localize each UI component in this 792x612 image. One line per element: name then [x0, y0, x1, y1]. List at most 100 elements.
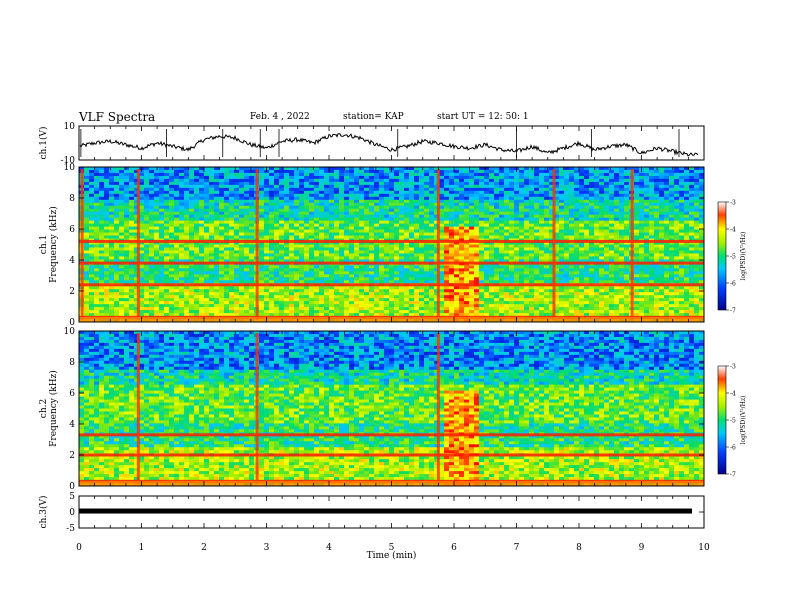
spectrogram-cell	[279, 184, 285, 189]
spectrogram-cell	[674, 190, 680, 195]
spectrogram-cell	[664, 190, 670, 195]
spectrogram-cell	[304, 199, 310, 204]
spectrogram-cell	[554, 169, 560, 174]
spectrogram-cell	[404, 235, 410, 239]
spectrogram-cell	[119, 202, 125, 207]
spectrogram-cell	[99, 178, 105, 183]
spectrogram-cell	[609, 214, 615, 219]
spectrogram-cell	[509, 250, 515, 254]
spectrogram-cell	[529, 190, 535, 195]
spectrogram-cell	[229, 256, 235, 260]
spectrogram-cell	[509, 217, 515, 222]
spectrogram-cell	[284, 190, 290, 195]
spectrogram-cell	[189, 202, 195, 207]
spectrogram-cell	[554, 241, 560, 245]
spectrogram-cell	[674, 175, 680, 180]
spectrogram-cell	[294, 280, 300, 284]
spectrogram-cell	[614, 271, 620, 275]
spectrogram-cell	[544, 184, 550, 189]
spectrogram-cell	[109, 205, 115, 210]
spectrogram-cell	[459, 172, 465, 177]
spectrogram-cell	[519, 196, 525, 201]
spectrogram-cell	[664, 235, 670, 239]
spectrogram-cell	[184, 190, 190, 195]
spectrogram-cell	[474, 280, 480, 284]
spectrogram-cell	[369, 220, 375, 225]
spectrogram-cell	[684, 253, 690, 257]
spectrogram-cell	[594, 226, 600, 230]
spectrogram-cell	[119, 181, 125, 186]
spectrogram-cell	[689, 274, 695, 278]
spectrogram-cell	[304, 178, 310, 183]
spectrogram-cell	[434, 253, 440, 257]
spectrogram-cell	[679, 235, 685, 239]
spectrogram-cell	[459, 175, 465, 180]
spectrogram-cell	[434, 256, 440, 260]
spectrogram-cell	[139, 241, 145, 245]
spectrogram-cell	[184, 259, 190, 263]
spectrogram-cell	[564, 196, 570, 201]
spectrogram-cell	[304, 253, 310, 257]
spectrogram-cell	[229, 244, 235, 248]
spectrogram-cell	[464, 190, 470, 195]
spectrogram-cell	[189, 265, 195, 269]
spectrogram-cell	[449, 172, 455, 177]
spectrogram-cell	[454, 244, 460, 248]
spectrogram-cell	[119, 232, 125, 236]
spectrogram-cell	[234, 259, 240, 263]
spectrogram-cell	[539, 199, 545, 204]
spectrogram-cell	[514, 253, 520, 257]
spectrogram-cell	[134, 250, 140, 254]
spectrogram-cell	[684, 187, 690, 192]
spectrogram-cell	[89, 181, 95, 186]
spectrogram-cell	[369, 193, 375, 198]
spectrogram-cell	[659, 223, 665, 228]
spectrogram-cell	[229, 172, 235, 177]
spectrogram-cell	[469, 226, 475, 230]
spectrogram-cell	[639, 259, 645, 263]
spectrogram-cell	[669, 268, 675, 272]
spectrogram-cell	[654, 241, 660, 245]
spectrogram-cell	[684, 265, 690, 269]
spectrogram-cell	[134, 184, 140, 189]
spectrogram-cell	[599, 277, 605, 281]
spectrogram-cell	[214, 208, 220, 213]
spectrogram-cell	[334, 265, 340, 269]
spectrogram-cell	[459, 247, 465, 251]
spectrogram-cell	[579, 265, 585, 269]
spectrogram-cell	[289, 256, 295, 260]
spectrogram-cell	[574, 244, 580, 248]
spectrogram-cell	[124, 265, 130, 269]
spectrogram-cell	[234, 205, 240, 210]
spectrogram-cell	[364, 211, 370, 216]
spectrogram-cell	[134, 214, 140, 219]
spectrogram-cell	[484, 205, 490, 210]
spectrogram-cell	[544, 223, 550, 228]
spectrogram-cell	[439, 277, 445, 281]
spectrogram-cell	[364, 196, 370, 201]
spectrogram-cell	[264, 199, 270, 204]
spectrogram-cell	[464, 175, 470, 180]
spectrogram-cell	[474, 274, 480, 278]
spectrogram-cell	[699, 271, 705, 275]
spectrogram-cell	[339, 241, 345, 245]
spectrogram-cell	[144, 214, 150, 219]
spectrogram-cell	[549, 169, 555, 174]
spectrogram-cell	[189, 172, 195, 177]
spectrogram-cell	[649, 226, 655, 230]
spectrogram-cell	[269, 235, 275, 239]
spectrogram-cell	[494, 247, 500, 251]
spectrogram-cell	[579, 190, 585, 195]
spectrogram-cell	[194, 247, 200, 251]
spectrogram-cell	[644, 208, 650, 213]
spectrogram-cell	[649, 256, 655, 260]
spectrogram-cell	[299, 253, 305, 257]
spectrogram-cell	[464, 187, 470, 192]
spectrogram-cell	[154, 280, 160, 284]
spectrogram-cell	[484, 229, 490, 233]
spectrogram-cell	[179, 196, 185, 201]
spectrogram-cell	[404, 232, 410, 236]
spectrogram-cell	[454, 190, 460, 195]
spectrogram-cell	[694, 232, 700, 236]
spectrogram-cell	[439, 205, 445, 210]
